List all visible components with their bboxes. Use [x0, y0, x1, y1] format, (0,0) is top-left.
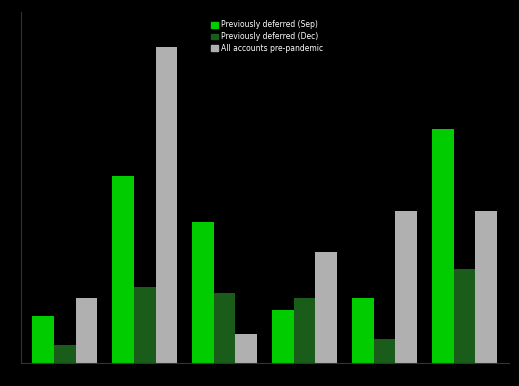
Bar [272, 310, 294, 363]
Bar [374, 339, 395, 363]
Bar [294, 298, 316, 363]
Bar [32, 316, 54, 363]
Bar [214, 293, 236, 363]
Bar [76, 298, 97, 363]
Bar [352, 298, 374, 363]
Bar [112, 176, 134, 363]
Bar [236, 334, 257, 363]
Bar [156, 47, 177, 363]
Bar [475, 211, 497, 363]
Bar [193, 222, 214, 363]
Bar [316, 252, 337, 363]
Bar [432, 129, 454, 363]
Legend: Previously deferred (Sep), Previously deferred (Dec), All accounts pre-pandemic: Previously deferred (Sep), Previously de… [210, 19, 324, 54]
Bar [454, 269, 475, 363]
Bar [54, 345, 76, 363]
Bar [134, 287, 156, 363]
Bar [395, 211, 417, 363]
